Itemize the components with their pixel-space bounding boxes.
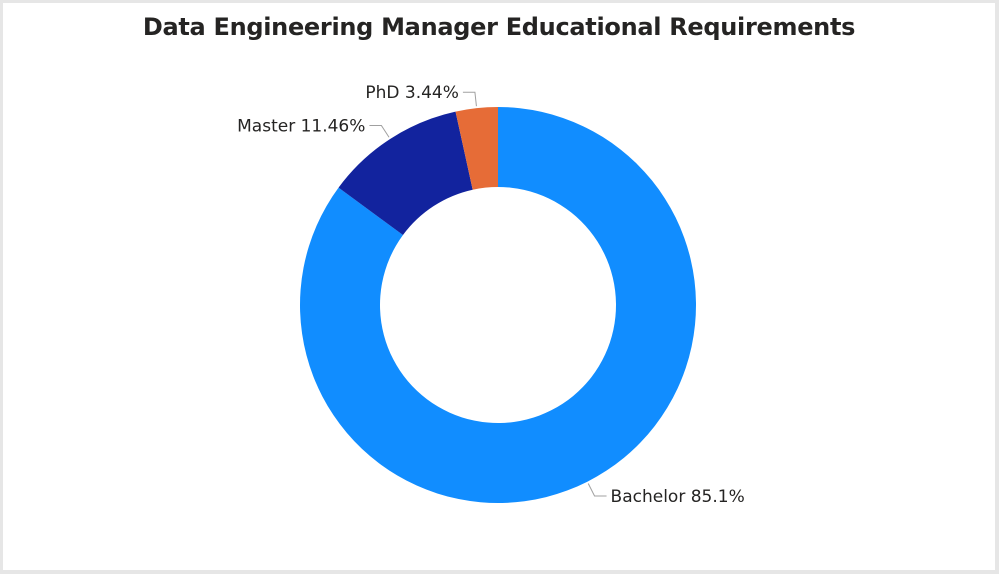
donut-chart: Bachelor 85.1% Master 11.46%PhD 3.44% <box>237 83 745 507</box>
leader-line-bachelor <box>587 483 607 497</box>
data-label-master: Master 11.46% <box>237 117 365 137</box>
slice-phd[interactable] <box>455 107 498 190</box>
data-label-bachelor: Bachelor 85.1% <box>611 487 745 507</box>
slice-bachelor[interactable] <box>299 107 696 503</box>
data-label-phd: PhD 3.44% <box>365 83 459 103</box>
leader-line-master <box>369 125 390 138</box>
leader-line-phd <box>462 91 477 107</box>
slice-master[interactable] <box>338 111 473 236</box>
chart-title: Data Engineering Manager Educational Req… <box>142 13 856 41</box>
chart-container: Data Engineering Manager Educational Req… <box>3 3 995 570</box>
